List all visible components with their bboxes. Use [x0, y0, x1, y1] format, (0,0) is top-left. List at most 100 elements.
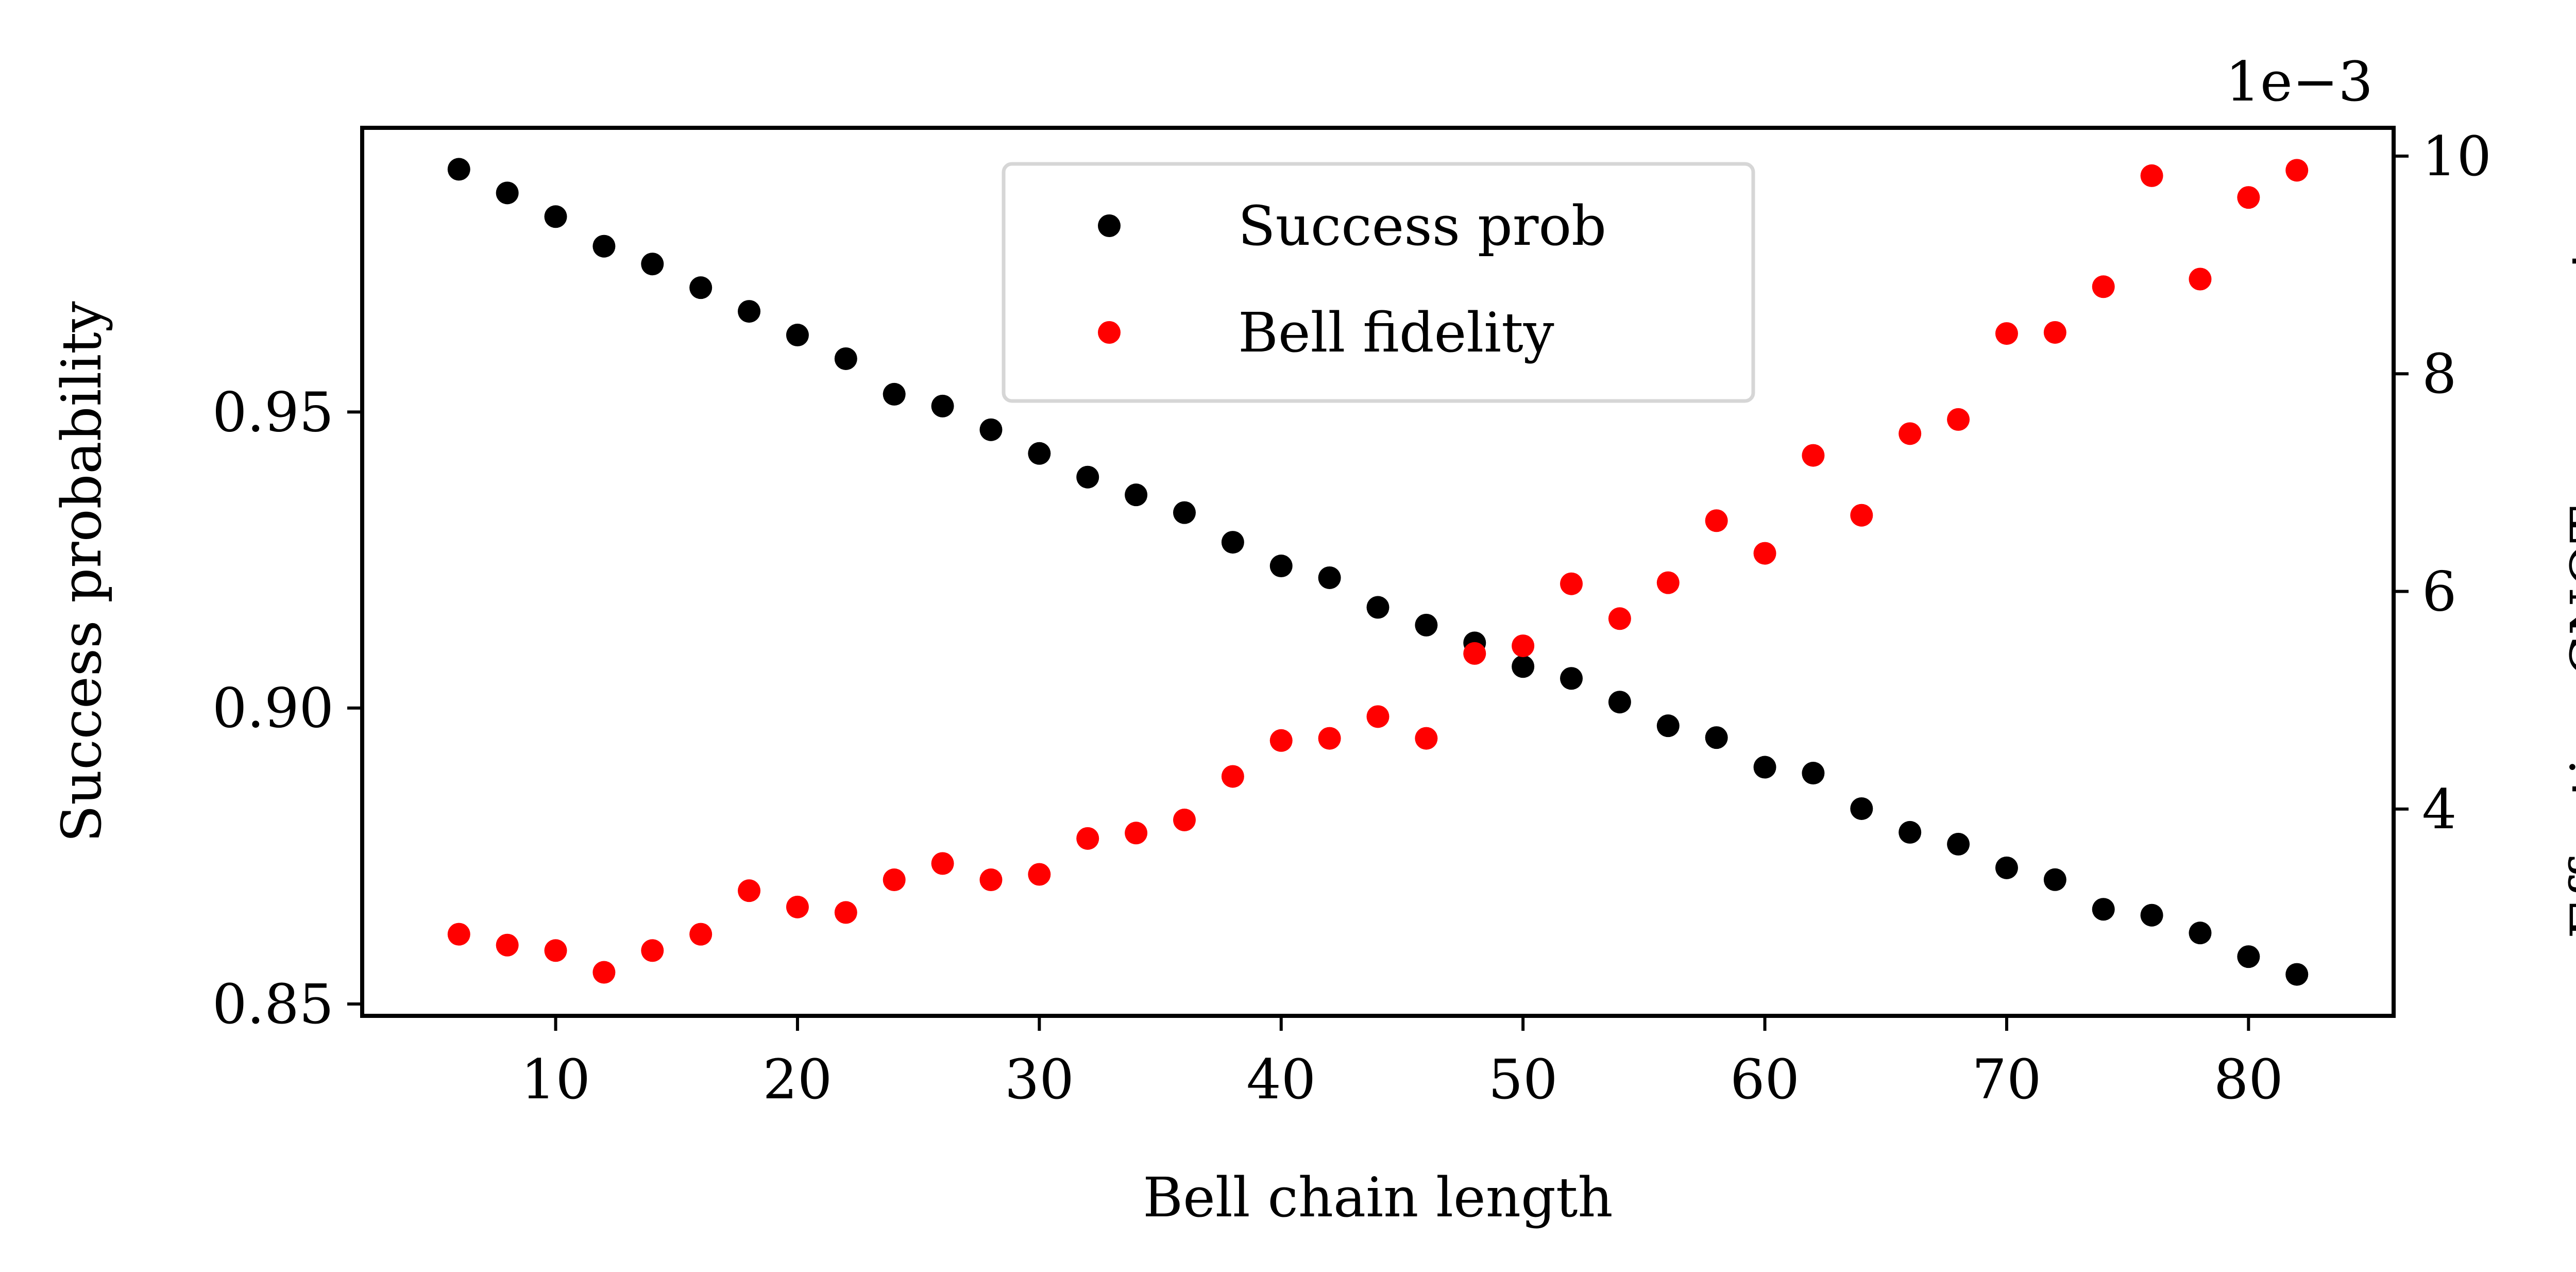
bell-fidelity-point — [2237, 186, 2260, 209]
x-tick-label: 40 — [1246, 1048, 1316, 1111]
legend-marker — [1098, 214, 1121, 237]
bell-fidelity-point — [979, 868, 1003, 892]
x-tick-label: 60 — [1730, 1048, 1800, 1111]
bell-fidelity-point — [544, 939, 567, 962]
bell-fidelity-point — [2043, 321, 2066, 344]
success-prob-point — [1802, 762, 1825, 785]
bell-fidelity-point — [689, 923, 713, 946]
success-prob-point — [1608, 691, 1631, 714]
bell-fidelity-point — [1173, 808, 1196, 831]
y2-tick-label: 4 — [2422, 778, 2456, 841]
bell-fidelity-point — [641, 939, 664, 962]
bell-fidelity-point — [1560, 572, 1583, 595]
bell-fidelity-point — [2189, 267, 2212, 291]
bell-fidelity-point — [1028, 863, 1051, 886]
plot-frame — [360, 126, 2396, 1018]
bell-fidelity-point — [738, 879, 761, 902]
bell-fidelity-point — [1415, 727, 1438, 750]
bell-fidelity-point — [592, 961, 616, 984]
bell-fidelity-point — [1512, 634, 1535, 658]
y2-axis-title: Effective CNOT error rate — [2559, 215, 2576, 939]
success-prob-point — [786, 324, 809, 347]
success-prob-point — [544, 205, 567, 228]
bell-fidelity-point — [1076, 827, 1099, 850]
bell-fidelity-point — [2285, 159, 2309, 182]
bell-fidelity-point — [834, 901, 857, 924]
success-prob-point — [1995, 856, 2018, 879]
success-prob-point — [447, 158, 470, 181]
y2-tick-label: 6 — [2422, 560, 2456, 624]
bell-fidelity-point — [1850, 504, 1873, 527]
bell-fidelity-point — [883, 868, 906, 892]
success-prob-point — [1125, 483, 1148, 507]
success-prob-point — [1221, 531, 1244, 554]
x-tick-label: 50 — [1488, 1048, 1558, 1111]
legend-marker — [1098, 321, 1121, 344]
y2-offset-text: 1e−3 — [2226, 50, 2373, 113]
bell-fidelity-point — [1463, 642, 1486, 665]
bell-fidelity-point — [786, 895, 809, 918]
success-prob-point — [2285, 963, 2309, 986]
success-prob-point — [496, 181, 519, 205]
success-prob-point — [1269, 555, 1293, 578]
x-tick-label: 20 — [762, 1048, 832, 1111]
bell-fidelity-point — [1899, 422, 1922, 445]
x-tick-label: 10 — [521, 1048, 590, 1111]
bell-fidelity-point — [1125, 822, 1148, 845]
success-prob-point — [2237, 945, 2260, 968]
bell-fidelity-point — [1366, 705, 1389, 728]
bell-fidelity-point — [1221, 765, 1244, 788]
y-tick-label: 0.95 — [212, 380, 334, 444]
success-prob-point — [1947, 832, 1970, 856]
bell-fidelity-point — [1753, 542, 1776, 565]
x-tick-label: 30 — [1005, 1048, 1074, 1111]
success-prob-point — [1318, 566, 1341, 589]
bell-fidelity-point — [1656, 571, 1680, 594]
success-prob-point — [1028, 442, 1051, 465]
bell-fidelity-point — [1802, 444, 1825, 467]
success-prob-point — [2043, 868, 2066, 891]
success-prob-point — [641, 253, 664, 276]
success-prob-point — [1656, 714, 1680, 738]
bell-fidelity-point — [1705, 509, 1728, 532]
success-prob-point — [2189, 922, 2212, 945]
success-prob-point — [2092, 898, 2115, 921]
success-prob-point — [1512, 655, 1535, 678]
success-prob-point — [738, 300, 761, 323]
x-axis-title: Bell chain length — [1143, 1166, 1613, 1229]
bell-fidelity-point — [1947, 408, 1970, 431]
legend-label: Success prob — [1238, 194, 1606, 258]
y-tick-label: 0.90 — [212, 677, 334, 740]
bell-fidelity-point — [1318, 727, 1341, 750]
success-prob-point — [1850, 797, 1873, 820]
success-prob-point — [1415, 613, 1438, 637]
success-prob-point — [1753, 756, 1776, 779]
y2-tick-label: 8 — [2422, 342, 2456, 406]
x-tick-label: 80 — [2214, 1048, 2283, 1111]
bell-fidelity-point — [1269, 729, 1293, 752]
success-prob-point — [834, 347, 857, 370]
y2-tick-label: 10 — [2422, 125, 2492, 188]
bell-fidelity-point — [1995, 322, 2018, 345]
y-axis-title: Success probability — [50, 301, 113, 842]
y-tick-label: 0.85 — [212, 973, 334, 1036]
legend-label: Bell fidelity — [1238, 301, 1554, 364]
bell-fidelity-point — [2140, 164, 2163, 187]
bell-fidelity-point — [496, 933, 519, 957]
success-prob-point — [2140, 903, 2163, 927]
success-prob-point — [592, 235, 616, 258]
bell-fidelity-point — [447, 923, 470, 946]
success-prob-point — [931, 394, 954, 417]
legend-box — [1002, 162, 1755, 403]
success-prob-point — [689, 276, 713, 299]
success-prob-point — [1705, 726, 1728, 749]
success-prob-point — [1560, 667, 1583, 690]
success-prob-point — [979, 418, 1003, 441]
bell-fidelity-point — [931, 852, 954, 875]
success-prob-point — [1076, 465, 1099, 489]
success-prob-point — [1366, 596, 1389, 619]
bell-fidelity-point — [2092, 275, 2115, 298]
success-prob-point — [1173, 501, 1196, 524]
